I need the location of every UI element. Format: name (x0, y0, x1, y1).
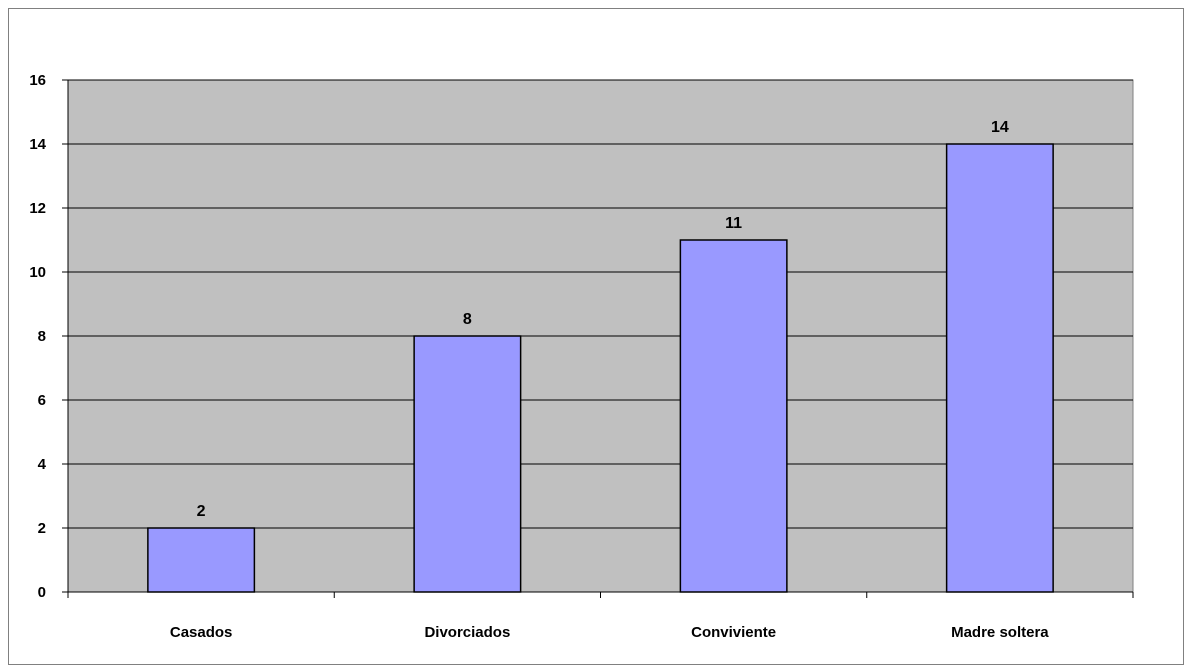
y-tick-label: 6 (38, 392, 46, 409)
y-axis-ticks: 0 2 4 6 8 10 12 14 16 (29, 72, 68, 601)
x-category-label: Divorciados (424, 624, 510, 641)
data-label: 8 (463, 311, 472, 328)
y-tick-label: 8 (38, 328, 46, 345)
y-tick-label: 0 (38, 584, 46, 601)
bar-conviviente (679, 239, 788, 593)
bar-madre-soltera (945, 143, 1054, 593)
data-label: 14 (991, 119, 1009, 136)
y-tick-label: 10 (29, 264, 46, 281)
y-tick-label: 14 (29, 136, 46, 153)
data-labels: 2 8 11 14 (197, 119, 1009, 520)
y-tick-label: 16 (29, 72, 46, 89)
bar-casados (147, 527, 256, 593)
x-category-label: Conviviente (691, 624, 776, 641)
bar-divorciados (413, 335, 522, 593)
bars (147, 143, 1054, 593)
y-tick-label: 2 (38, 520, 46, 537)
x-category-label: Casados (170, 624, 233, 641)
x-category-label: Madre soltera (951, 624, 1049, 641)
y-tick-label: 12 (29, 200, 46, 217)
y-tick-label: 4 (38, 456, 47, 473)
data-label: 11 (725, 215, 742, 232)
data-label: 2 (197, 503, 206, 520)
x-axis-labels: Casados Divorciados Conviviente Madre solte… (170, 624, 1049, 641)
